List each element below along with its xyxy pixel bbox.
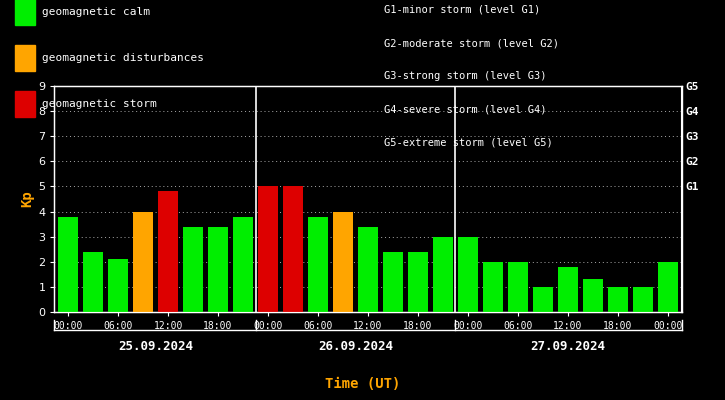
- Bar: [283, 186, 303, 312]
- Bar: [333, 212, 353, 312]
- Bar: [457, 237, 478, 312]
- Text: G5-extreme storm (level G5): G5-extreme storm (level G5): [384, 138, 553, 148]
- Bar: [258, 186, 278, 312]
- Bar: [507, 262, 528, 312]
- Bar: [433, 237, 453, 312]
- Bar: [158, 192, 178, 312]
- Y-axis label: Kp: Kp: [20, 191, 34, 207]
- Bar: [208, 227, 228, 312]
- Bar: [383, 252, 403, 312]
- Bar: [58, 216, 78, 312]
- Text: G2-moderate storm (level G2): G2-moderate storm (level G2): [384, 38, 559, 48]
- Text: 25.09.2024: 25.09.2024: [118, 340, 193, 352]
- Bar: [357, 227, 378, 312]
- Text: G4-severe storm (level G4): G4-severe storm (level G4): [384, 105, 547, 115]
- Text: G1-minor storm (level G1): G1-minor storm (level G1): [384, 5, 541, 15]
- Bar: [133, 212, 153, 312]
- Bar: [608, 287, 628, 312]
- Bar: [83, 252, 104, 312]
- Bar: [183, 227, 203, 312]
- Bar: [307, 216, 328, 312]
- Text: 26.09.2024: 26.09.2024: [318, 340, 393, 352]
- Bar: [108, 259, 128, 312]
- Bar: [483, 262, 503, 312]
- Bar: [233, 216, 253, 312]
- Bar: [583, 279, 603, 312]
- Text: geomagnetic calm: geomagnetic calm: [42, 7, 150, 17]
- Bar: [558, 267, 578, 312]
- Text: G3-strong storm (level G3): G3-strong storm (level G3): [384, 72, 547, 82]
- Bar: [658, 262, 678, 312]
- Text: Time (UT): Time (UT): [325, 377, 400, 391]
- Bar: [533, 287, 553, 312]
- Bar: [407, 252, 428, 312]
- Text: geomagnetic disturbances: geomagnetic disturbances: [42, 53, 204, 63]
- Text: geomagnetic storm: geomagnetic storm: [42, 99, 157, 109]
- Text: 27.09.2024: 27.09.2024: [530, 340, 605, 352]
- Bar: [632, 287, 653, 312]
